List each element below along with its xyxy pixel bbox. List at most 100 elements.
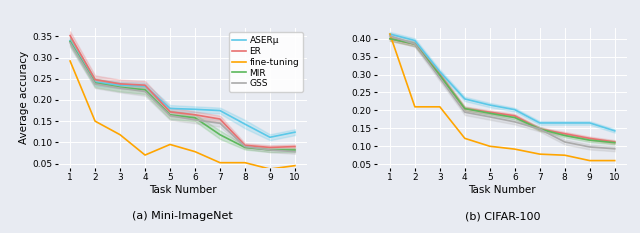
Text: (b) CIFAR-100: (b) CIFAR-100 bbox=[465, 211, 540, 221]
fine-tuning bbox=[511, 148, 518, 151]
MIR bbox=[141, 88, 149, 91]
ASERμ bbox=[611, 130, 618, 132]
Line: fine-tuning: fine-tuning bbox=[70, 61, 295, 169]
fine-tuning bbox=[461, 137, 468, 140]
MIR bbox=[586, 139, 593, 142]
Line: MIR: MIR bbox=[390, 39, 614, 143]
Y-axis label: Average accuracy: Average accuracy bbox=[19, 51, 29, 144]
ER bbox=[586, 137, 593, 140]
Text: (a) Mini-ImageNet: (a) Mini-ImageNet bbox=[132, 211, 233, 221]
ASERμ bbox=[116, 84, 124, 86]
fine-tuning bbox=[436, 105, 444, 108]
fine-tuning bbox=[411, 105, 419, 108]
ER bbox=[561, 132, 568, 135]
fine-tuning bbox=[486, 145, 493, 148]
MIR bbox=[411, 43, 419, 45]
ER bbox=[166, 110, 174, 113]
Line: ASERμ: ASERμ bbox=[390, 34, 614, 131]
fine-tuning bbox=[386, 33, 394, 35]
MIR bbox=[67, 40, 74, 43]
GSS bbox=[586, 146, 593, 148]
ASERμ bbox=[216, 109, 224, 112]
ASERμ bbox=[67, 39, 74, 42]
MIR bbox=[436, 74, 444, 77]
GSS bbox=[116, 87, 124, 89]
ASERμ bbox=[141, 85, 149, 87]
ASERμ bbox=[166, 107, 174, 110]
ER bbox=[461, 107, 468, 110]
MIR bbox=[386, 37, 394, 40]
GSS bbox=[561, 140, 568, 143]
MIR bbox=[486, 112, 493, 115]
Line: MIR: MIR bbox=[70, 41, 295, 150]
GSS bbox=[141, 90, 149, 93]
fine-tuning bbox=[586, 159, 593, 162]
ASERμ bbox=[436, 70, 444, 73]
ASERμ bbox=[291, 131, 299, 134]
MIR bbox=[241, 146, 249, 149]
GSS bbox=[166, 114, 174, 117]
GSS bbox=[611, 147, 618, 150]
fine-tuning bbox=[116, 133, 124, 136]
ER bbox=[266, 146, 274, 149]
MIR bbox=[536, 128, 543, 130]
Legend: ASERμ, ER, fine-tuning, MIR, GSS: ASERμ, ER, fine-tuning, MIR, GSS bbox=[228, 32, 303, 92]
Line: GSS: GSS bbox=[70, 43, 295, 152]
ASERμ bbox=[561, 122, 568, 124]
MIR bbox=[166, 113, 174, 116]
ASERμ bbox=[536, 122, 543, 124]
fine-tuning bbox=[141, 154, 149, 156]
ER bbox=[611, 140, 618, 143]
fine-tuning bbox=[67, 60, 74, 62]
ER bbox=[116, 82, 124, 85]
GSS bbox=[291, 150, 299, 153]
ER bbox=[141, 84, 149, 86]
ASERμ bbox=[191, 108, 199, 111]
fine-tuning bbox=[266, 168, 274, 170]
GSS bbox=[92, 82, 99, 85]
fine-tuning bbox=[611, 159, 618, 162]
ER bbox=[216, 118, 224, 120]
ER bbox=[92, 78, 99, 81]
MIR bbox=[116, 86, 124, 89]
MIR bbox=[191, 116, 199, 119]
ASERμ bbox=[92, 81, 99, 84]
ER bbox=[191, 113, 199, 116]
Line: ER: ER bbox=[390, 39, 614, 142]
ER bbox=[511, 114, 518, 117]
ER bbox=[411, 43, 419, 45]
ER bbox=[386, 37, 394, 40]
GSS bbox=[536, 128, 543, 130]
GSS bbox=[386, 34, 394, 37]
fine-tuning bbox=[92, 120, 99, 123]
ASERμ bbox=[411, 39, 419, 42]
Line: ASERμ: ASERμ bbox=[70, 41, 295, 137]
ER bbox=[536, 128, 543, 130]
fine-tuning bbox=[561, 154, 568, 157]
fine-tuning bbox=[166, 143, 174, 146]
ER bbox=[486, 111, 493, 114]
GSS bbox=[511, 120, 518, 123]
ER bbox=[291, 145, 299, 148]
ASERμ bbox=[461, 98, 468, 100]
GSS bbox=[461, 111, 468, 114]
MIR bbox=[266, 149, 274, 151]
MIR bbox=[92, 82, 99, 84]
MIR bbox=[461, 107, 468, 110]
fine-tuning bbox=[216, 161, 224, 164]
ER bbox=[67, 34, 74, 37]
GSS bbox=[486, 116, 493, 118]
GSS bbox=[411, 43, 419, 45]
GSS bbox=[241, 145, 249, 148]
MIR bbox=[611, 141, 618, 144]
ASERμ bbox=[486, 104, 493, 106]
ASERμ bbox=[386, 33, 394, 35]
fine-tuning bbox=[536, 153, 543, 156]
GSS bbox=[191, 119, 199, 121]
GSS bbox=[216, 122, 224, 125]
MIR bbox=[561, 134, 568, 137]
ER bbox=[436, 73, 444, 76]
GSS bbox=[266, 149, 274, 151]
MIR bbox=[511, 116, 518, 119]
X-axis label: Task Number: Task Number bbox=[468, 185, 536, 195]
